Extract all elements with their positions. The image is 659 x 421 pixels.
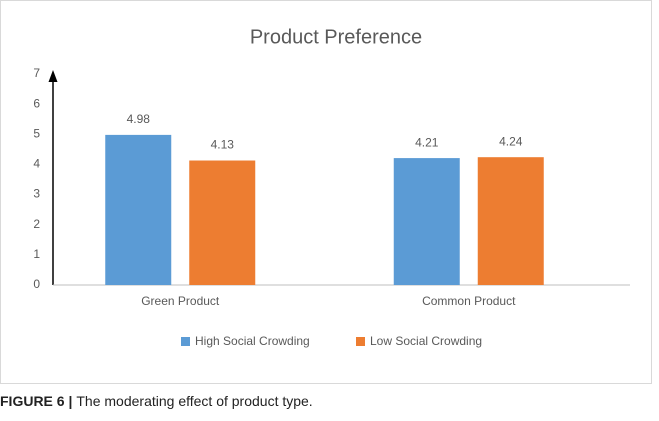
data-label: 4.98 <box>127 112 151 126</box>
y-tick-label: 1 <box>33 247 40 261</box>
data-label: 4.21 <box>415 135 439 149</box>
legend-label: Low Social Crowding <box>370 334 482 348</box>
legend-swatch <box>356 337 365 346</box>
caption-text: The moderating effect of product type. <box>76 393 312 409</box>
x-tick-label: Common Product <box>422 294 516 308</box>
chart-title: Product Preference <box>250 26 422 48</box>
chart-frame <box>0 0 652 384</box>
caption-label: FIGURE 6 | <box>0 393 72 409</box>
y-tick-label: 0 <box>33 277 40 291</box>
x-tick-label: Green Product <box>141 294 220 308</box>
legend-label: High Social Crowding <box>195 334 310 348</box>
legend-swatch <box>181 337 190 346</box>
y-tick-label: 7 <box>33 66 40 80</box>
bar <box>105 134 172 285</box>
caption: FIGURE 6 | The moderating effect of produ… <box>0 393 313 409</box>
data-label: 4.24 <box>499 134 523 148</box>
bar <box>393 158 460 285</box>
bar <box>477 157 544 285</box>
y-tick-label: 4 <box>33 157 40 171</box>
y-tick-label: 3 <box>33 187 40 201</box>
y-tick-label: 5 <box>33 126 40 140</box>
y-tick-label: 6 <box>33 96 40 110</box>
y-tick-label: 2 <box>33 217 40 231</box>
data-label: 4.13 <box>211 138 235 152</box>
bar <box>189 160 256 285</box>
y-axis-arrow <box>48 70 58 82</box>
